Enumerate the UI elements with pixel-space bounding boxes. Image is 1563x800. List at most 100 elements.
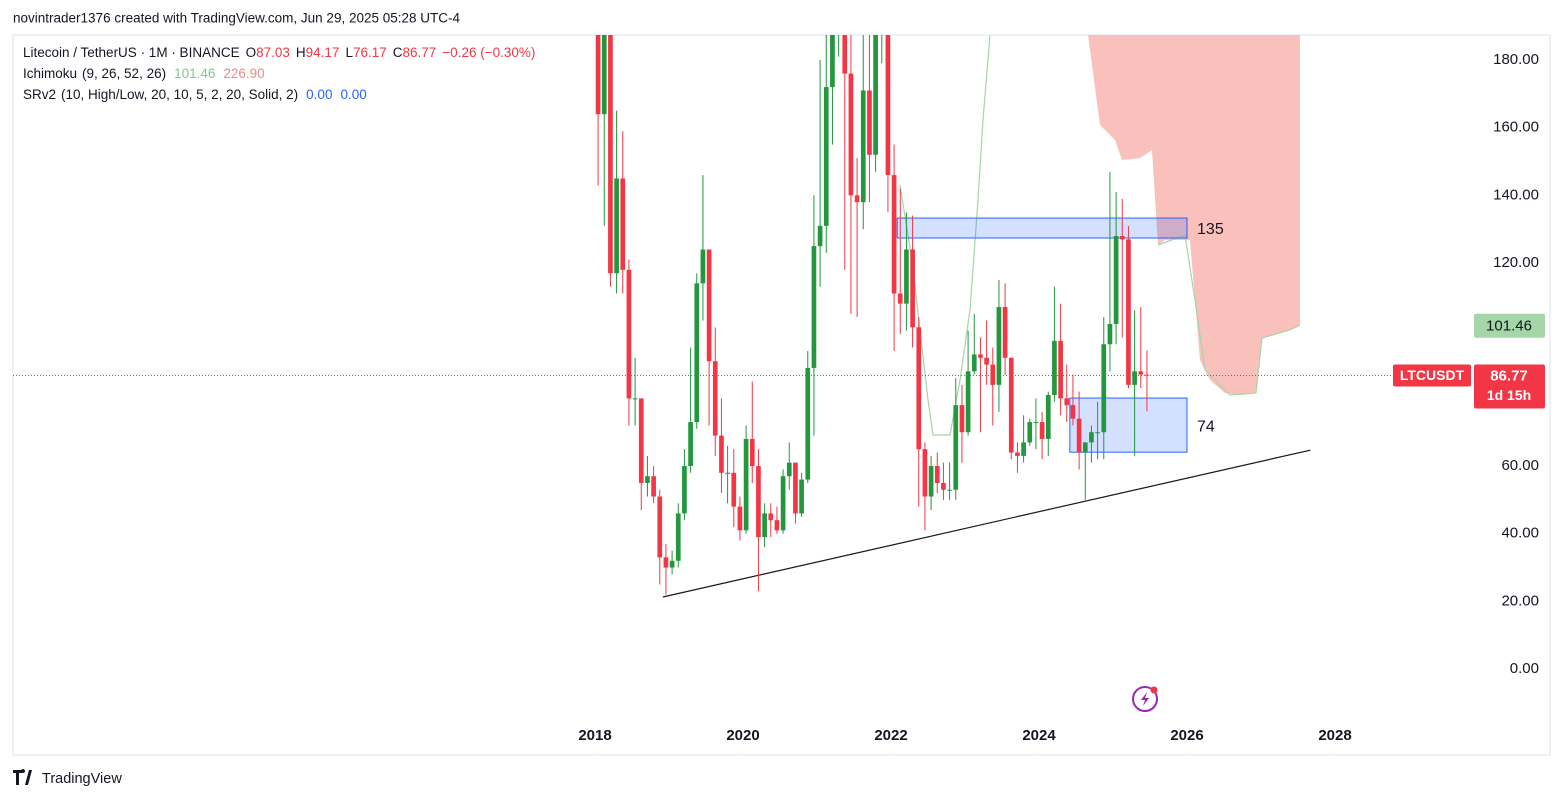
candle-body (1095, 432, 1100, 434)
candle-body (904, 249, 909, 304)
y-tick-label: 0.00 (1510, 660, 1539, 677)
candle-body (1045, 395, 1051, 439)
candle-body (916, 327, 922, 450)
ohlc-value: 86.77 (403, 45, 437, 60)
candle-body (737, 506, 743, 531)
candle-body (928, 466, 934, 497)
price-tag-value-bg (1474, 364, 1545, 409)
candle-body (1144, 374, 1150, 376)
candle-body (860, 90, 866, 203)
candle-body (891, 175, 897, 294)
candle-body (669, 560, 675, 568)
ohlc-letter: L (345, 45, 353, 60)
candle-body (879, 0, 884, 26)
zone (896, 217, 1188, 239)
candle-body (897, 293, 903, 304)
zone-label: 135 (1197, 221, 1224, 238)
candle-body (1082, 442, 1088, 453)
x-tick-label: 2024 (1022, 727, 1056, 744)
indicator-value: 226.90 (223, 66, 264, 81)
legend-srv2: SRv2 (10, High/Low, 20, 10, 5, 2, 20, Sol… (23, 87, 367, 102)
candle-body (984, 357, 989, 365)
candle-body (638, 398, 644, 483)
ichimoku-lagging (899, 35, 991, 436)
indicator-name: Ichimoku (23, 66, 77, 81)
y-tick-label: 160.00 (1493, 119, 1539, 136)
candle-body (996, 307, 1002, 385)
candle-body (645, 476, 650, 483)
candle-body (1033, 422, 1039, 424)
y-tick-label: 140.00 (1493, 186, 1539, 203)
y-tick-label: 120.00 (1493, 254, 1539, 271)
candle-body (1021, 442, 1026, 456)
x-tick-label: 2022 (874, 727, 907, 744)
candle-body (712, 361, 718, 436)
candle-body (614, 178, 619, 274)
candle-body (1113, 235, 1119, 324)
candle-body (595, 35, 601, 115)
candle-body (1119, 235, 1125, 240)
candle-body (1089, 432, 1094, 443)
price-tag-bg (1393, 364, 1471, 387)
candle-body (1126, 239, 1131, 385)
candle-body (823, 87, 829, 226)
indicator-params: (10, High/Low, 20, 10, 5, 2, 20, Solid, … (61, 87, 298, 102)
candle-body (1076, 418, 1082, 453)
candle-body (885, 35, 891, 176)
candle-body (842, 35, 848, 74)
candle-body (805, 367, 811, 480)
candle-body (786, 462, 792, 477)
zone-label: 74 (1197, 418, 1215, 435)
candle-body (706, 249, 712, 362)
x-tick-label: 2026 (1170, 727, 1203, 744)
ichimoku-cloud (1088, 35, 1300, 395)
legend-ichimoku: Ichimoku (9, 26, 52, 26) 101.46 226.90 (23, 66, 265, 81)
candle-body (601, 35, 607, 115)
candle-body (910, 249, 915, 328)
legend-main: Litecoin / TetherUS · 1M · BINANCE O87.03… (23, 45, 535, 60)
candle-body (756, 466, 761, 538)
candle-body (1064, 398, 1070, 406)
symbol: Litecoin / TetherUS · 1M · BINANCE (23, 45, 240, 60)
y-tick-label: 20.00 (1501, 592, 1539, 609)
candle-body (731, 472, 737, 507)
ohlc-value: 87.03 (256, 45, 290, 60)
y-tick-label: 60.00 (1501, 457, 1539, 474)
ichimoku-layer (899, 35, 1301, 436)
indicator-value: 101.46 (174, 66, 215, 81)
ohlc-letter: H (296, 45, 306, 60)
alert-icon[interactable] (1132, 686, 1158, 712)
candle-body (743, 438, 749, 531)
candle-body (675, 513, 681, 561)
candle-body (1002, 307, 1008, 358)
ichimoku-tag-bg (1474, 313, 1545, 338)
chart-frame (12, 34, 1551, 756)
x-tick-label: 2020 (726, 727, 759, 744)
candle-body (873, 35, 878, 155)
candle-body (1132, 371, 1137, 385)
trendline (662, 449, 1311, 598)
y-tick-label: 180.00 (1493, 51, 1539, 68)
candle-body (1027, 422, 1033, 443)
candle-body (1138, 371, 1144, 375)
candle-body (934, 466, 940, 483)
candle-body (965, 371, 971, 433)
indicator-value: 0.00 (306, 87, 332, 102)
candle-body (700, 249, 706, 284)
candle-body (774, 520, 780, 531)
candle-body (1008, 357, 1014, 453)
candle-body (725, 472, 730, 474)
candle-body (657, 496, 663, 558)
candle-body (947, 489, 952, 491)
candle-body (836, 0, 841, 6)
plot (595, 0, 1311, 598)
x-tick-label: 2018 (578, 727, 611, 744)
ohlc-letter: O (246, 45, 257, 60)
candle-body (620, 178, 626, 270)
candle-body (1015, 452, 1020, 456)
candle-body (651, 476, 656, 497)
candle-body (959, 405, 965, 433)
x-tick-label: 2028 (1318, 727, 1351, 744)
zone (1069, 397, 1188, 453)
